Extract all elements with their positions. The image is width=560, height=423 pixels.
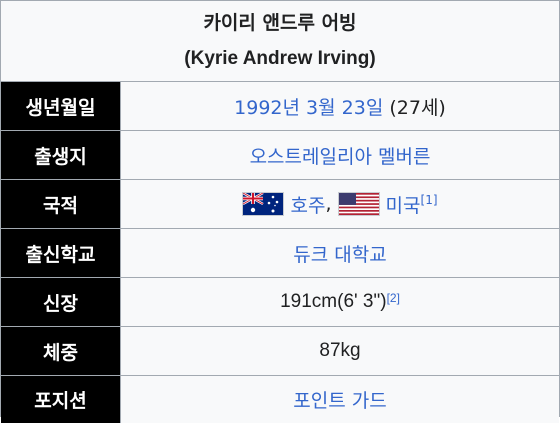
label-weight: 체중 [1, 327, 121, 375]
school-link[interactable]: 듀크 대학교 [293, 243, 387, 266]
row-weight: 체중 87kg [1, 327, 559, 376]
height-text: 191cm(6' 3") [280, 291, 387, 312]
age-text: (27세) [389, 96, 446, 119]
label-birthplace: 출생지 [1, 131, 121, 179]
row-height: 신장 191cm(6' 3") [2] [1, 278, 559, 327]
value-weight: 87kg [121, 327, 559, 375]
birthplace-country-link[interactable]: 오스트레일리아 [249, 145, 372, 168]
value-birth-date: 1992년 3월 23일 (27세) [121, 82, 559, 130]
usa-flag-icon[interactable] [337, 192, 380, 216]
name-korean: 카이리 앤드루 어빙 [203, 12, 357, 34]
label-nationality: 국적 [1, 180, 121, 228]
nationality-separator: , [325, 193, 332, 215]
nationality-usa-link[interactable]: 미국 [385, 194, 421, 217]
nationality-australia-link[interactable]: 호주 [290, 194, 326, 217]
label-birth-date: 생년월일 [1, 82, 121, 130]
birthplace-city-link[interactable]: 멜버른 [377, 145, 431, 168]
row-nationality: 국적 호주, [1, 180, 559, 229]
value-position: 포인트 가드 [121, 376, 559, 423]
row-school: 출신학교 듀크 대학교 [1, 229, 559, 278]
value-height: 191cm(6' 3") [2] [121, 278, 559, 326]
label-school: 출신학교 [1, 229, 121, 277]
row-position: 포지션 포인트 가드 [1, 376, 559, 423]
value-birthplace: 오스트레일리아 멜버른 [121, 131, 559, 179]
infobox-header: 카이리 앤드루 어빙 (Kyrie Andrew Irving) [1, 1, 559, 82]
value-nationality: 호주, 미국 [1] [121, 180, 559, 228]
reference-1-link[interactable]: [1] [420, 193, 438, 207]
name-english: (Kyrie Andrew Irving) [184, 48, 376, 69]
birth-date-link[interactable]: 3월 23일 [306, 96, 384, 119]
label-position: 포지션 [1, 376, 121, 423]
australia-flag-icon[interactable] [242, 191, 285, 216]
row-birth-date: 생년월일 1992년 3월 23일 (27세) [1, 82, 559, 131]
row-birthplace: 출생지 오스트레일리아 멜버른 [1, 131, 559, 180]
value-school: 듀크 대학교 [121, 229, 559, 277]
label-height: 신장 [1, 278, 121, 326]
birth-year-link[interactable]: 1992년 [234, 96, 300, 119]
position-link[interactable]: 포인트 가드 [293, 390, 387, 412]
reference-2-link[interactable]: [2] [386, 291, 400, 305]
